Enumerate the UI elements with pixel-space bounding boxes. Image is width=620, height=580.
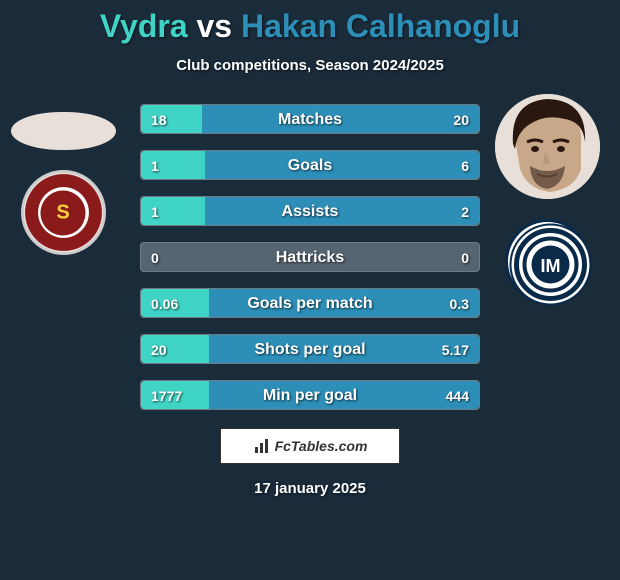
- season-subtitle: Club competitions, Season 2024/2025: [0, 57, 620, 74]
- player2-club-badge: IM: [505, 219, 590, 304]
- player1-column: S: [8, 94, 118, 255]
- player2-column: IM: [492, 94, 602, 304]
- comparison-title: Vydra vs Hakan Calhanoglu: [0, 0, 620, 45]
- stat-label: Matches: [141, 105, 479, 133]
- stat-label: Goals: [141, 151, 479, 179]
- vs-text: vs: [197, 8, 233, 44]
- player1-club-badge: S: [21, 170, 106, 255]
- player2-face-icon: [495, 94, 600, 199]
- stat-row: 1777444Min per goal: [140, 380, 480, 410]
- player2-photo: [495, 94, 600, 199]
- player2-name: Hakan Calhanoglu: [241, 8, 520, 44]
- attribution-badge: FcTables.com: [220, 428, 400, 464]
- stat-label: Min per goal: [141, 381, 479, 409]
- player1-photo: [11, 112, 116, 150]
- svg-text:IM: IM: [540, 256, 560, 276]
- chart-icon: [253, 437, 271, 455]
- date-text: 17 january 2025: [0, 480, 620, 497]
- stat-label: Assists: [141, 197, 479, 225]
- stat-label: Goals per match: [141, 289, 479, 317]
- stat-row: 0.060.3Goals per match: [140, 288, 480, 318]
- stat-row: 205.17Shots per goal: [140, 334, 480, 364]
- comparison-content: S IM: [0, 104, 620, 410]
- stat-label: Shots per goal: [141, 335, 479, 363]
- stat-row: 12Assists: [140, 196, 480, 226]
- stat-row: 16Goals: [140, 150, 480, 180]
- sparta-logo-letter: S: [41, 190, 86, 235]
- player1-name: Vydra: [100, 8, 188, 44]
- stat-row: 00Hattricks: [140, 242, 480, 272]
- inter-logo-icon: IM: [508, 222, 593, 307]
- stat-row: 1820Matches: [140, 104, 480, 134]
- stats-bars: 1820Matches 16Goals 12Assists 00Hattricks 0.…: [140, 104, 480, 410]
- stat-label: Hattricks: [141, 243, 479, 271]
- attribution-text: FcTables.com: [275, 438, 368, 454]
